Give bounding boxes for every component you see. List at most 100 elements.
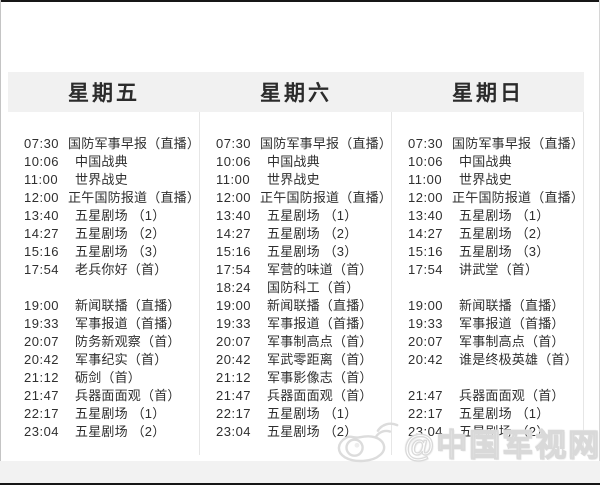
program-time: 20:07 xyxy=(408,334,444,349)
schedule-row: 22:17 五星剧场 （1） xyxy=(200,405,391,423)
schedule-row: 21:12 军事影像志（首） xyxy=(200,369,391,387)
program-title: 兵器面面观（首） xyxy=(267,388,373,403)
screenshot-left-edge xyxy=(0,0,1,485)
program-title: 五星剧场 （3） xyxy=(459,244,550,259)
schedule-row: 07:30 国防军事早报（直播） xyxy=(392,135,584,153)
program-time: 18:24 xyxy=(216,280,252,295)
program-time: 19:00 xyxy=(24,298,60,313)
program-time: 22:17 xyxy=(408,406,444,421)
program-title: 五星剧场 （1） xyxy=(267,406,358,421)
program-time: 23:04 xyxy=(216,424,252,439)
program-title: 谁是终极英雄（首） xyxy=(459,352,578,367)
schedule-row: 19:33 军事报道（首播） xyxy=(200,315,391,333)
program-title: 五星剧场 （1） xyxy=(459,208,550,223)
program-time: 20:07 xyxy=(24,334,60,349)
program-title: 五星剧场 （2） xyxy=(267,226,358,241)
program-title: 五星剧场 （3） xyxy=(75,244,166,259)
schedule-row: 21:47 兵器面面观（首） xyxy=(200,387,391,405)
schedule-row: 20:42 谁是终极英雄（首） xyxy=(392,351,583,369)
program-title: 世界战史 xyxy=(267,172,320,187)
program-title: 兵器面面观（首） xyxy=(459,388,565,403)
program-time: 17:54 xyxy=(24,262,60,277)
program-time: 23:04 xyxy=(408,424,444,439)
program-time: 19:33 xyxy=(216,316,252,331)
program-title: 五星剧场 （2） xyxy=(75,424,166,439)
schedule-row: 21:47 兵器面面观（首） xyxy=(392,387,583,405)
program-title: 军事制高点（首） xyxy=(459,334,565,349)
program-time: 11:00 xyxy=(216,172,251,187)
schedule-row: 23:04 五星剧场 （2） xyxy=(200,423,391,441)
program-time: 20:42 xyxy=(216,352,252,367)
schedule-row: 17:54 老兵你好（首） xyxy=(8,261,199,279)
schedule-column-sunday: 07:30 国防军事早报（直播） 10:06 中国战典 11:00 世界战史 12:00 正午… xyxy=(392,112,584,455)
schedule-row: 15:16 五星剧场 （3） xyxy=(8,243,199,261)
schedule-row: 19:33 军事报道（首播） xyxy=(8,315,199,333)
program-time: 14:27 xyxy=(216,226,252,241)
program-title: 正午国防报道（直播） xyxy=(260,190,393,205)
program-time: 23:04 xyxy=(24,424,60,439)
schedule-grid: 07:30 国防军事早报（直播） 10:06 中国战典 11:00 世界战史 12:00 正午… xyxy=(8,112,584,455)
program-title: 军事报道（首播） xyxy=(459,316,565,331)
program-title: 新闻联播（直播） xyxy=(75,298,181,313)
program-time: 19:33 xyxy=(24,316,60,331)
schedule-row: 19:00 新闻联播（直播） xyxy=(200,297,391,315)
program-time: 21:47 xyxy=(24,388,60,403)
schedule-row: 07:30 国防军事早报（直播） xyxy=(200,135,393,153)
schedule-row: 14:27 五星剧场 （2） xyxy=(392,225,583,243)
program-title: 国防军事早报（直播） xyxy=(260,136,393,151)
schedule-row: 18:24 国防科工（首） xyxy=(200,279,391,297)
program-time: 13:40 xyxy=(408,208,444,223)
schedule-row: 12:00 正午国防报道（直播） xyxy=(8,189,201,207)
day-header-friday: 星期五 xyxy=(68,82,140,105)
program-time xyxy=(24,279,66,297)
program-time: 21:12 xyxy=(216,370,252,385)
schedule-row: 11:00 世界战史 xyxy=(200,171,391,189)
schedule-row: 15:16 五星剧场 （3） xyxy=(392,243,583,261)
program-time: 21:47 xyxy=(216,388,252,403)
program-time: 11:00 xyxy=(24,172,59,187)
program-title: 兵器面面观（首） xyxy=(75,388,181,403)
weibo-icon xyxy=(328,409,402,472)
screenshot-bottom-edge xyxy=(0,483,600,485)
schedule-row: 20:07 军事制高点（首） xyxy=(392,333,583,351)
program-time: 17:54 xyxy=(408,262,444,277)
program-title: 军事制高点（首） xyxy=(267,334,373,349)
program-title: 五星剧场 （1） xyxy=(75,406,166,421)
program-time: 12:00 xyxy=(408,190,444,205)
footer-band xyxy=(0,461,600,483)
schedule-row: 13:40 五星剧场 （1） xyxy=(392,207,583,225)
program-title: 正午国防报道（直播） xyxy=(68,190,201,205)
day-header-sunday: 星期日 xyxy=(452,82,524,105)
schedule-row: 21:47 兵器面面观（首） xyxy=(8,387,199,405)
program-title: 五星剧场 （3） xyxy=(267,244,358,259)
day-header-row: 星期五 星期六 星期日 xyxy=(8,72,584,112)
program-time: 10:06 xyxy=(216,154,252,169)
schedule-row: 10:06 中国战典 xyxy=(8,153,199,171)
program-title: 军事纪实（首） xyxy=(75,352,168,367)
program-time: 12:00 xyxy=(216,190,252,205)
weibo-watermark: @中国军视网 xyxy=(328,414,600,472)
program-title: 世界战史 xyxy=(459,172,512,187)
schedule-column-saturday: 07:30 国防军事早报（直播） 10:06 中国战典 11:00 世界战史 12:00 正午… xyxy=(200,112,392,455)
schedule-row xyxy=(392,279,583,297)
schedule-row: 22:17 五星剧场 （1） xyxy=(8,405,199,423)
schedule-row: 20:42 军武零距离（首） xyxy=(200,351,391,369)
program-title: 五星剧场 （1） xyxy=(267,208,358,223)
program-time: 20:07 xyxy=(216,334,252,349)
program-title: 世界战史 xyxy=(75,172,128,187)
program-time: 14:27 xyxy=(24,226,60,241)
schedule-row: 19:33 军事报道（首播） xyxy=(392,315,583,333)
program-title: 军事报道（首播） xyxy=(75,316,181,331)
schedule-row xyxy=(8,279,199,297)
program-time: 17:54 xyxy=(216,262,252,277)
program-title: 新闻联播（直播） xyxy=(459,298,565,313)
program-title: 军事影像志（首） xyxy=(267,370,373,385)
schedule-row: 14:27 五星剧场 （2） xyxy=(8,225,199,243)
program-title: 军营的味道（首） xyxy=(267,262,373,277)
schedule-row: 19:00 新闻联播（直播） xyxy=(8,297,199,315)
program-title: 五星剧场 （1） xyxy=(459,406,550,421)
schedule-row xyxy=(392,369,583,387)
program-title: 新闻联播（直播） xyxy=(267,298,373,313)
program-title: 国防军事早报（直播） xyxy=(68,136,201,151)
program-time xyxy=(408,369,450,387)
